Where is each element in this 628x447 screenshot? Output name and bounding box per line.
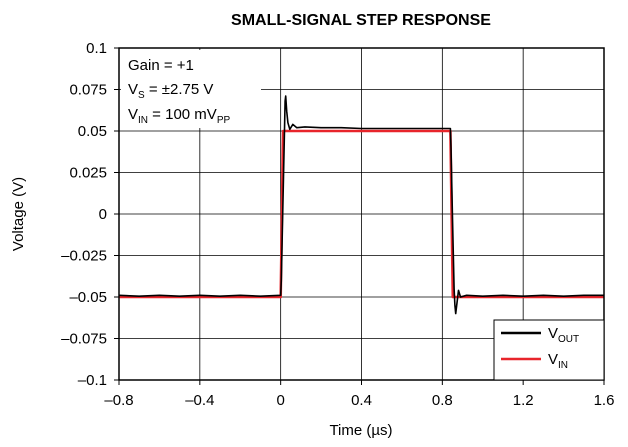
legend-box	[493, 319, 605, 381]
legend: VOUT VIN	[493, 319, 605, 381]
x-axis-label: Time (µs)	[329, 422, 392, 439]
supply-voltage-annotation: VS = ±2.75 V	[128, 81, 213, 101]
vin-subscript: IN	[138, 115, 148, 126]
vin-pp-subscript: PP	[217, 115, 231, 126]
vs-symbol: V	[128, 81, 138, 98]
x-tick-label: 0.4	[351, 392, 372, 409]
chart-title: SMALL-SIGNAL STEP RESPONSE	[231, 12, 491, 29]
gain-annotation: Gain = +1	[128, 57, 194, 74]
x-tick-label: 0.8	[432, 392, 453, 409]
y-tick-label: –0.075	[61, 331, 107, 348]
vin-value: = 100 mV	[148, 106, 217, 123]
y-tick-label: 0.1	[86, 40, 107, 57]
y-tick-label: –0.025	[61, 248, 107, 265]
vin-symbol: V	[128, 106, 138, 123]
x-axis-ticks: –0.8 –0.4 0 0.4 0.8 1.2 1.6	[104, 380, 614, 409]
test-conditions-annotation: Gain = +1 VS = ±2.75 V VIN = 100 mVPP	[121, 50, 261, 128]
vs-subscript: S	[138, 90, 145, 101]
annotation-box	[121, 50, 261, 128]
legend-vout-label: VOUT	[548, 325, 579, 345]
plot-frame	[118, 47, 605, 381]
x-tick-label: 0	[276, 392, 284, 409]
y-axis-label: Voltage (V)	[10, 177, 27, 251]
y-axis-ticks: 0.1 0.075 0.05 0.025 0 –0.025 –0.05 –0.075 –0.1	[61, 40, 119, 389]
vout-series-line	[118, 95, 604, 315]
vs-value: = ±2.75 V	[145, 81, 214, 98]
vin-series-line	[119, 129, 604, 299]
legend-vin-symbol: V	[548, 351, 558, 368]
x-tick-label: 1.2	[513, 392, 534, 409]
y-tick-label: 0.075	[69, 82, 107, 99]
legend-vout-symbol: V	[548, 325, 558, 342]
legend-vin-label: VIN	[548, 351, 568, 371]
plot-series	[118, 95, 604, 315]
legend-vin-subscript: IN	[558, 360, 568, 371]
y-tick-label: 0.025	[69, 165, 107, 182]
x-tick-label: 1.6	[594, 392, 615, 409]
y-tick-label: 0.05	[78, 123, 107, 140]
input-voltage-annotation: VIN = 100 mVPP	[128, 106, 230, 126]
x-tick-label: –0.8	[104, 392, 133, 409]
y-tick-label: 0	[99, 206, 107, 223]
y-tick-label: –0.05	[69, 289, 107, 306]
x-tick-label: –0.4	[185, 392, 214, 409]
y-tick-label: –0.1	[78, 372, 107, 389]
legend-vout-subscript: OUT	[558, 334, 579, 345]
